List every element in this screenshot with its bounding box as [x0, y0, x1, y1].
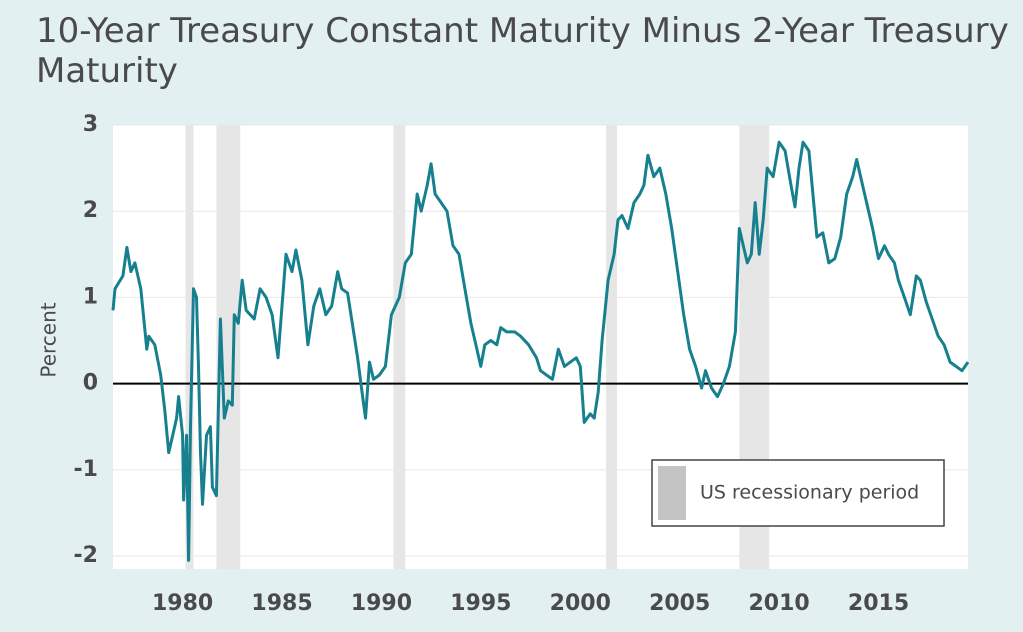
recession-band [393, 125, 406, 569]
recession-band [606, 125, 618, 569]
y-tick-label: 3 [83, 112, 98, 137]
recession-band [185, 125, 194, 569]
legend-box [651, 459, 945, 527]
title-line: Maturity [36, 51, 178, 91]
x-tick-label: 1985 [251, 591, 312, 616]
y-tick-label: -1 [74, 457, 98, 482]
y-tick-label: -2 [74, 543, 98, 568]
x-tick-label: 1990 [351, 591, 412, 616]
x-tick-label: 2010 [748, 591, 809, 616]
y-tick-label: 0 [83, 371, 98, 396]
x-tick-label: 1980 [152, 591, 213, 616]
x-tick-label: 2005 [649, 591, 710, 616]
y-axis-label: Percent [37, 302, 61, 377]
y-tick-label: 2 [83, 198, 98, 223]
title-line: 10-Year Treasury Constant Maturity Minus… [36, 11, 1009, 51]
data-line [111, 140, 970, 562]
y-tick-label: 1 [83, 284, 98, 309]
x-tick-label: 2000 [550, 591, 611, 616]
legend-label: US recessionary period [700, 482, 919, 504]
legend-swatch [658, 466, 686, 520]
x-tick-label: 1995 [450, 591, 511, 616]
x-tick-label: 2015 [848, 591, 909, 616]
recession-band [216, 125, 241, 569]
chart-title: 10-Year Treasury Constant Maturity Minus… [36, 11, 1009, 91]
